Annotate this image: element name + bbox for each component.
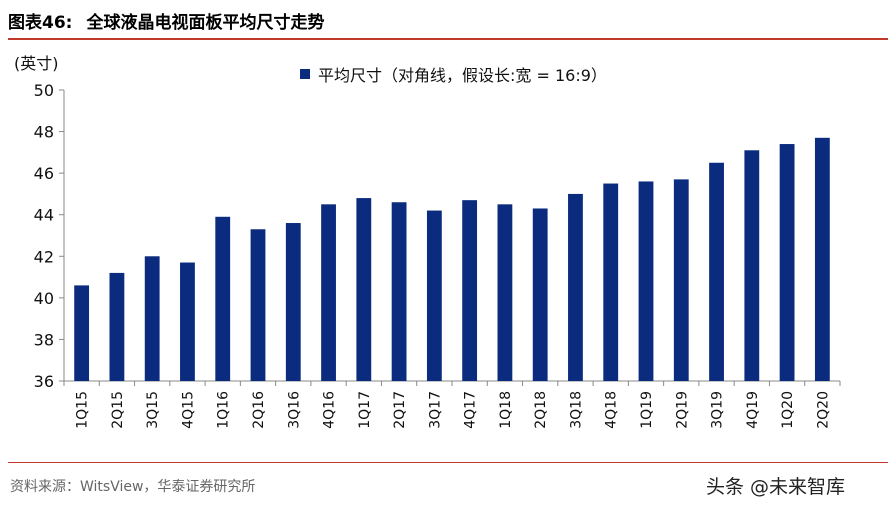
chart-legend: 平均尺寸（对角线，假设长:宽 = 16:9） xyxy=(300,62,607,86)
y-tick-label: 44 xyxy=(34,206,54,225)
x-tick-label: 3Q17 xyxy=(427,391,443,429)
bar-4Q18 xyxy=(603,183,619,381)
bar-3Q17 xyxy=(426,210,442,381)
y-tick-label: 50 xyxy=(34,81,54,100)
x-tick-label: 4Q17 xyxy=(463,391,479,429)
bar-2Q16 xyxy=(250,229,266,381)
bar-1Q17 xyxy=(356,198,372,381)
bar-3Q15 xyxy=(144,256,160,381)
y-tick-label: 36 xyxy=(34,372,54,391)
bar-1Q18 xyxy=(497,204,513,381)
y-tick-label: 38 xyxy=(34,330,54,349)
y-tick-label: 42 xyxy=(34,247,54,266)
bar-4Q16 xyxy=(321,204,336,381)
figure-number: 图表46: xyxy=(8,13,73,33)
x-tick-label: 3Q15 xyxy=(145,391,161,429)
bar-3Q19 xyxy=(709,162,724,381)
x-tick-label: 1Q20 xyxy=(780,391,796,429)
figure-title-text: 全球液晶电视面板平均尺寸走势 xyxy=(86,13,325,33)
x-tick-label: 2Q19 xyxy=(674,391,690,429)
bar-4Q15 xyxy=(180,262,195,381)
bar-4Q19 xyxy=(744,150,760,381)
x-tick-label: 1Q18 xyxy=(498,391,514,429)
bar-1Q16 xyxy=(215,216,231,381)
x-tick-label: 1Q17 xyxy=(357,391,373,429)
legend-swatch xyxy=(300,69,310,79)
title-divider xyxy=(8,38,888,40)
x-tick-label: 2Q20 xyxy=(815,391,831,429)
x-tick-label: 4Q19 xyxy=(745,391,761,429)
legend-label: 平均尺寸（对角线，假设长:宽 = 16:9） xyxy=(318,66,607,85)
bar-3Q16 xyxy=(285,223,301,381)
x-tick-label: 2Q15 xyxy=(110,391,126,429)
source-note: 资料来源：WitsView，华泰证券研究所 xyxy=(10,479,256,495)
y-tick-label: 46 xyxy=(34,164,54,183)
x-tick-label: 4Q18 xyxy=(604,391,620,429)
bar-2Q15 xyxy=(109,272,125,381)
x-tick-label: 3Q16 xyxy=(286,391,302,429)
bar-2Q20 xyxy=(814,137,830,381)
x-tick-label: 1Q19 xyxy=(639,391,655,429)
x-tick-label: 1Q16 xyxy=(216,391,232,429)
bar-1Q19 xyxy=(638,181,654,381)
x-tick-label: 2Q17 xyxy=(392,391,408,429)
y-tick-label: 48 xyxy=(34,123,54,142)
y-axis-unit-label: (英寸) xyxy=(14,54,59,73)
bar-1Q20 xyxy=(779,144,795,381)
bar-2Q18 xyxy=(532,208,548,381)
x-tick-label: 3Q18 xyxy=(568,391,584,429)
x-tick-label: 2Q16 xyxy=(251,391,267,429)
x-tick-label: 4Q15 xyxy=(180,391,196,429)
bar-4Q17 xyxy=(462,200,478,381)
footer-divider xyxy=(8,462,888,463)
bar-2Q19 xyxy=(673,179,689,381)
x-tick-label: 2Q18 xyxy=(533,391,549,429)
x-tick-label: 4Q16 xyxy=(322,391,338,429)
x-tick-label: 1Q15 xyxy=(75,391,91,429)
bar-3Q18 xyxy=(568,193,583,381)
bar-2Q17 xyxy=(391,202,407,381)
figure-title: 图表46: 全球液晶电视面板平均尺寸走势 xyxy=(8,8,324,33)
x-tick-label: 3Q19 xyxy=(710,391,726,429)
y-tick-label: 40 xyxy=(34,289,54,308)
watermark: 头条 @未来智库 xyxy=(706,476,846,498)
bar-1Q15 xyxy=(74,285,90,381)
